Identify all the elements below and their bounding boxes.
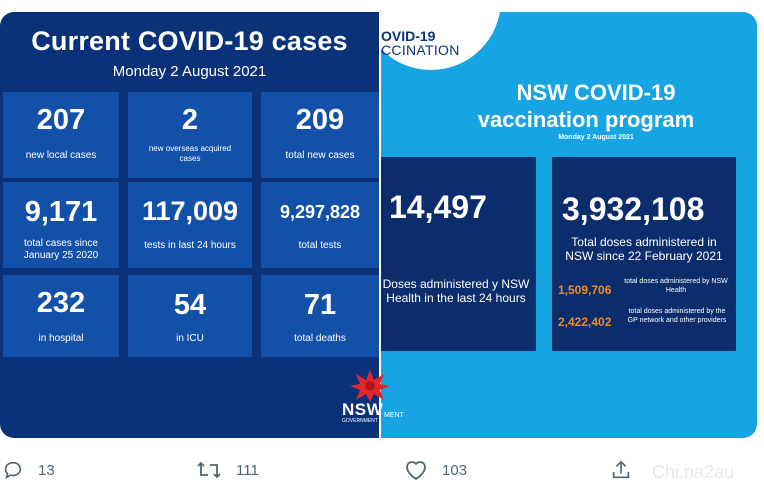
retweet-count: 111: [236, 461, 259, 479]
like-button[interactable]: 103: [404, 452, 467, 488]
tile-in-hospital: 232 in hospital: [3, 275, 119, 357]
tile-label: total new cases: [285, 150, 355, 161]
nsw-health-doses-value: 1,509,706: [558, 283, 612, 297]
covid-cases-infographic[interactable]: Current COVID-19 cases Monday 2 August 2…: [0, 12, 379, 438]
waratah-icon: [350, 370, 390, 402]
doses-24h-description: Doses administered y NSW Health in the l…: [382, 277, 530, 305]
total-doses-value: 3,932,108: [562, 191, 705, 227]
tile-total-cases: 9,171 total cases since January 25 2020: [3, 182, 119, 268]
total-doses-box: 3,932,108 Total doses administered in NS…: [552, 157, 736, 351]
total-doses-description: Total doses administered in NSW since 22…: [565, 235, 723, 263]
tile-in-icu: 54 in ICU: [128, 275, 252, 357]
gp-network-doses-label: total doses administered by the GP netwo…: [627, 308, 727, 324]
tile-total-deaths: 71 total deaths: [261, 275, 379, 357]
nsw-government-logo: NSW GOVERNMENT MENT: [340, 368, 410, 428]
tile-value: 117,009: [141, 196, 239, 226]
tile-value: 2: [181, 104, 199, 136]
nsw-health-doses-label: total doses administered by NSW Health: [624, 278, 728, 294]
tile-label: total deaths: [294, 333, 346, 344]
retweet-icon: [197, 461, 221, 479]
heart-icon: [406, 461, 426, 481]
vaccination-title-line2: vaccination program: [477, 107, 695, 132]
tile-label: tests in last 24 hours: [144, 240, 236, 251]
tile-total-tests: 9,297,828 total tests: [261, 182, 379, 268]
tile-tests-24h: 117,009 tests in last 24 hours: [128, 182, 252, 268]
share-icon: [612, 460, 630, 479]
cases-title: Current COVID-19 cases: [31, 26, 348, 56]
nsw-logo-text: NSW: [342, 400, 384, 419]
badge-line2: CCINATION: [381, 42, 460, 58]
vaccination-date: Monday 2 August 2021: [558, 134, 634, 141]
vaccination-title-line1: NSW COVID-19: [516, 80, 676, 105]
reply-count: 13: [38, 461, 55, 479]
tile-new-local-cases: 207 new local cases: [3, 92, 119, 178]
tile-label: total cases since January 25 2020: [23, 238, 99, 261]
nsw-logo-fragment: MENT: [384, 412, 404, 419]
share-button[interactable]: [610, 452, 632, 488]
tile-value: 232: [36, 287, 86, 319]
doses-24h-box: 14,497 Doses administered y NSW Health i…: [381, 157, 536, 351]
tile-value: 209: [295, 104, 345, 136]
tile-value: 9,171: [24, 196, 98, 228]
tile-value: 71: [303, 289, 337, 321]
reply-button[interactable]: 13: [2, 452, 55, 488]
tile-overseas-cases: 2 new overseas acquired cases: [128, 92, 252, 178]
tile-label: new local cases: [25, 150, 97, 161]
watermark: Chi.na2au: [652, 462, 735, 482]
gp-network-doses-value: 2,422,402: [558, 315, 612, 329]
tile-total-new-cases: 209 total new cases: [261, 92, 379, 178]
badge-line1: OVID-19: [381, 28, 436, 44]
tile-value: 9,297,828: [279, 202, 361, 222]
tweet-actions: 13 111 103: [0, 452, 764, 488]
tile-label: in ICU: [176, 333, 204, 344]
tile-label: in hospital: [38, 333, 84, 344]
tile-value: 54: [173, 289, 207, 321]
tile-value: 207: [36, 104, 86, 136]
tile-label: new overseas acquired cases: [148, 144, 232, 163]
like-count: 103: [442, 461, 468, 479]
cases-date: Monday 2 August 2021: [112, 63, 267, 80]
nsw-logo-subtext: GOVERNMENT: [342, 418, 378, 424]
vaccination-infographic[interactable]: OVID-19 CCINATION NSW COVID-19 vaccinati…: [381, 12, 757, 438]
retweet-button[interactable]: 111: [196, 452, 259, 488]
tile-label: total tests: [298, 240, 342, 251]
doses-24h-value: 14,497: [389, 189, 487, 225]
reply-icon: [4, 461, 22, 480]
